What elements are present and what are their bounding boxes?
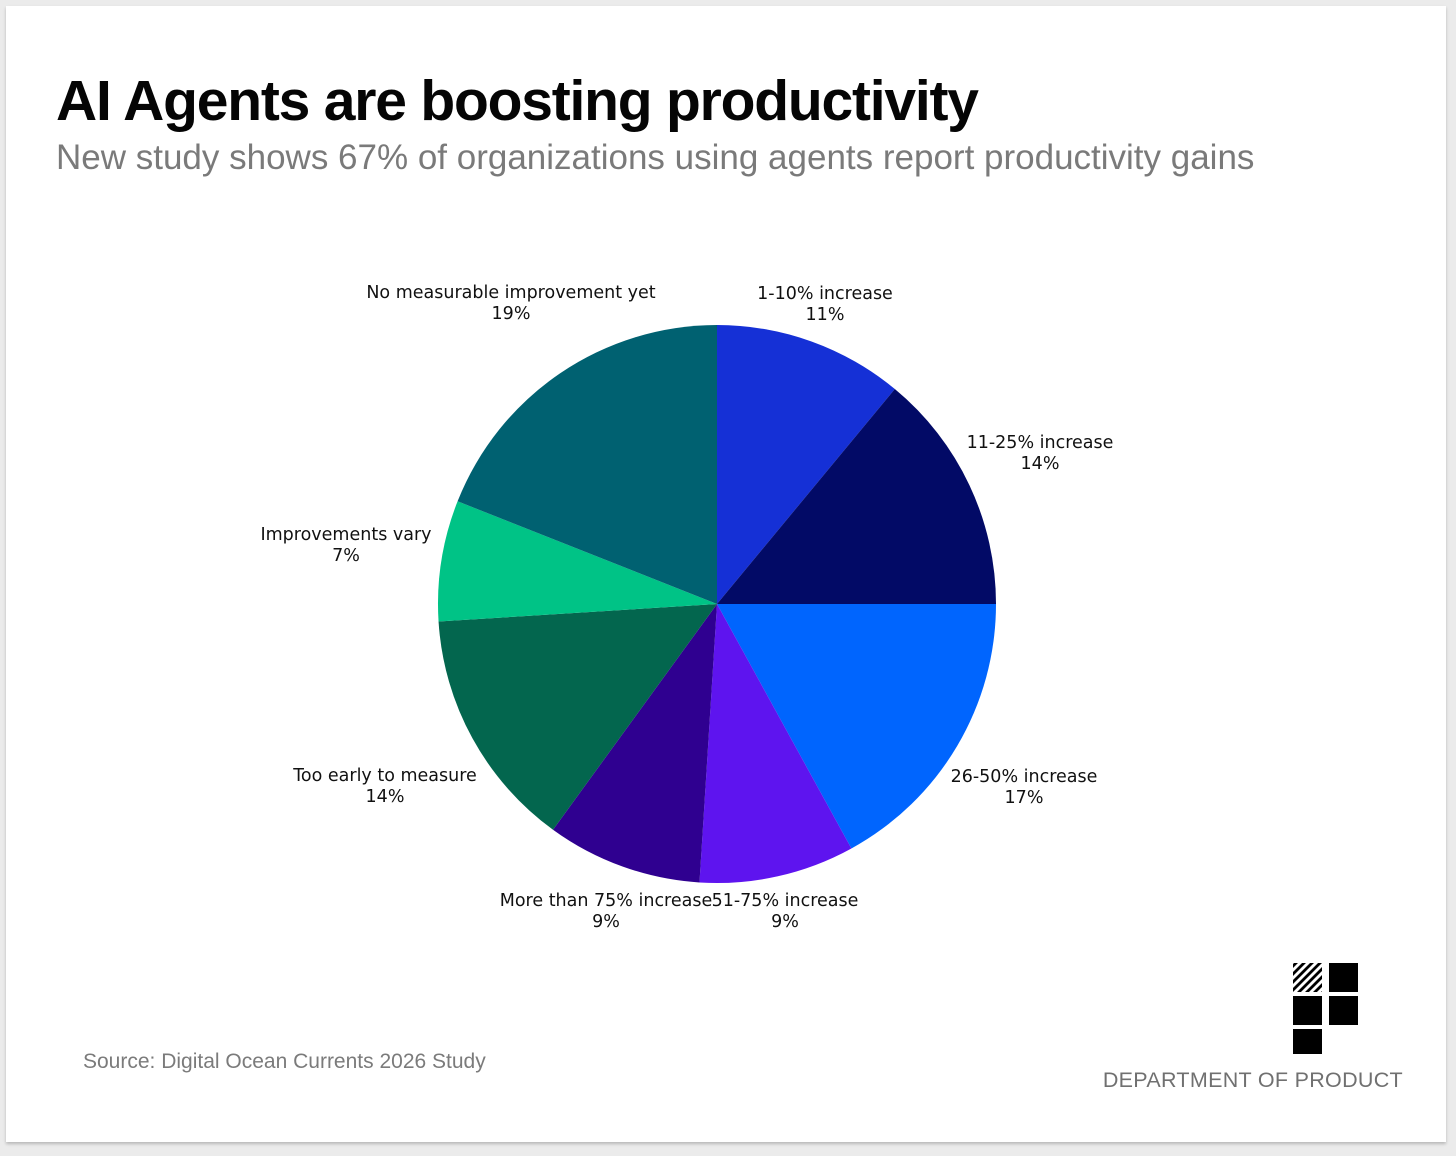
pie-slice-6 bbox=[438, 604, 717, 830]
chart-title: AI Agents are boosting productivity bbox=[56, 69, 979, 133]
logo-block bbox=[1293, 1029, 1322, 1054]
slice-value-label: 11% bbox=[806, 305, 845, 325]
slice-label: 1-10% increase bbox=[757, 284, 893, 304]
pie-slice-4 bbox=[699, 604, 852, 884]
logo-block bbox=[1293, 996, 1322, 1025]
slice-label: No measurable improvement yet bbox=[366, 283, 655, 303]
slice-value-label: 7% bbox=[332, 546, 360, 566]
slice-value-label: 19% bbox=[492, 304, 531, 324]
department-of-product-logo-icon bbox=[1293, 963, 1358, 1054]
slice-label: 11-25% increase bbox=[967, 433, 1114, 453]
pie-slice-3 bbox=[717, 604, 996, 849]
slice-label: More than 75% increase bbox=[500, 891, 713, 911]
hatched-square-icon bbox=[1293, 963, 1322, 992]
pie-slices bbox=[437, 325, 996, 884]
chart-subtitle: New study shows 67% of organizations usi… bbox=[56, 138, 1255, 177]
slice-label: Too early to measure bbox=[292, 766, 477, 786]
source-note: Source: Digital Ocean Currents 2026 Stud… bbox=[83, 1050, 486, 1073]
logo-block bbox=[1329, 996, 1358, 1025]
slice-label: 26-50% increase bbox=[951, 767, 1098, 787]
pie-slice-8 bbox=[457, 325, 717, 604]
slice-value-label: 9% bbox=[592, 912, 620, 932]
slice-value-label: 9% bbox=[771, 912, 799, 932]
slice-label: 51-75% increase bbox=[712, 891, 859, 911]
pie-slice-7 bbox=[437, 501, 717, 622]
pie-slice-5 bbox=[553, 604, 717, 883]
logo-block bbox=[1329, 963, 1358, 992]
slice-value-label: 14% bbox=[1021, 454, 1060, 474]
pie-slice-2 bbox=[717, 389, 996, 604]
brand-name: DEPARTMENT OF PRODUCT bbox=[1102, 1068, 1403, 1092]
slice-label: Improvements vary bbox=[260, 525, 431, 545]
slice-value-label: 14% bbox=[366, 787, 405, 807]
slice-value-label: 17% bbox=[1005, 788, 1044, 808]
pie-slice-1 bbox=[717, 325, 895, 604]
